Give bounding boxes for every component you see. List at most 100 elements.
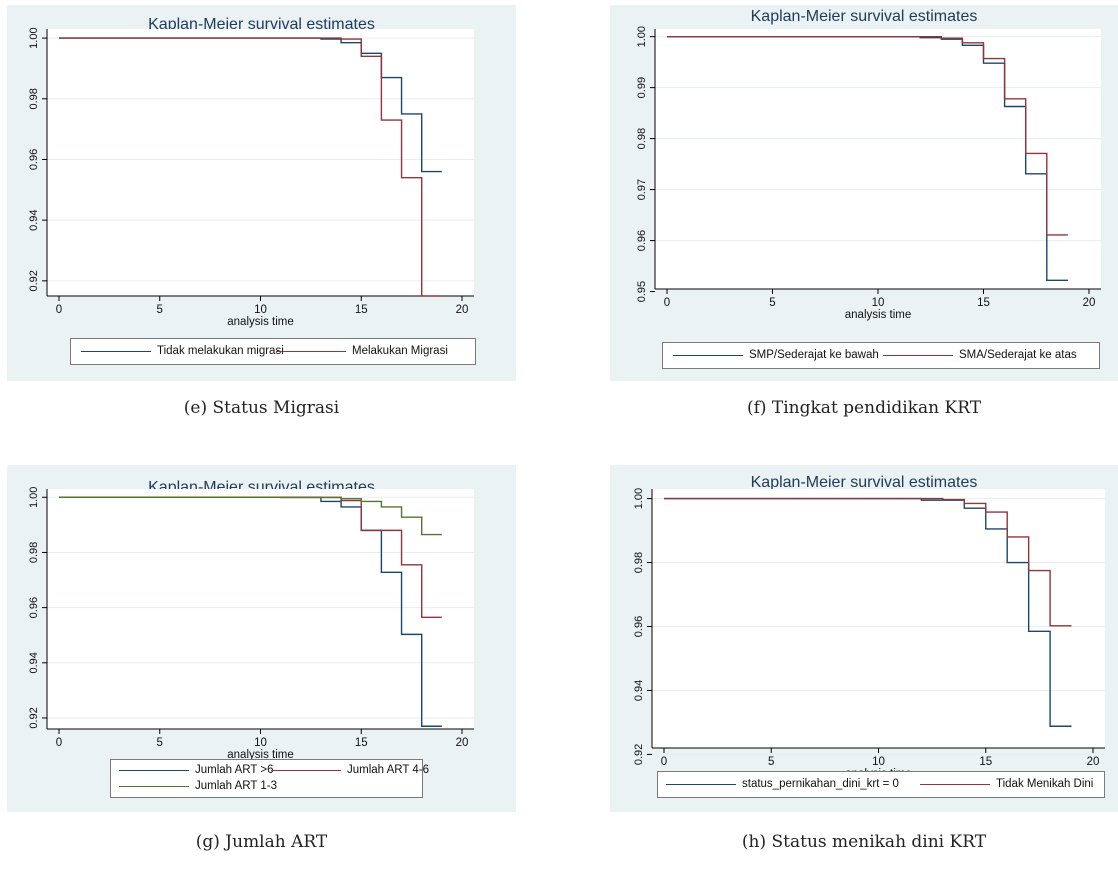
legend-swatch [673, 354, 743, 356]
y-tick-label: 0.98 [28, 88, 40, 109]
survival-curve-1 [667, 35, 1068, 236]
legend-label: status_pernikahan_dini_krt = 0 [742, 778, 899, 790]
legend-item-h-1: Tidak Menikah Dini [920, 778, 1093, 790]
x-tick-label: 0 [664, 297, 670, 309]
legend-swatch [883, 354, 953, 356]
y-tick-label: 0.98 [28, 542, 40, 563]
survival-curve-1 [59, 496, 442, 618]
x-tick-label: 15 [355, 737, 368, 749]
x-axis-label: analysis time [227, 316, 293, 328]
plot-area [47, 489, 474, 729]
y-tick-label: 0.92 [28, 707, 40, 728]
plot-area [652, 489, 1105, 748]
legend-swatch [920, 783, 990, 785]
y-tick-label: 0.95 [636, 281, 648, 302]
plot-area [655, 29, 1101, 289]
x-tick-label: 15 [977, 297, 990, 309]
chart-title: Kaplan-Meier survival estimates [148, 16, 375, 33]
x-tick-label: 0 [56, 737, 62, 749]
survival-curve-1 [664, 497, 1072, 627]
x-tick-label: 5 [157, 737, 163, 749]
legend-e: Tidak melakukan migrasi Melakukan Migras… [70, 338, 476, 365]
legend-item-h-0: status_pernikahan_dini_krt = 0 [666, 778, 899, 790]
legend-h: status_pernikahan_dini_krt = 0 Tidak Men… [657, 771, 1105, 798]
legend-swatch [276, 350, 346, 352]
plot-area [47, 29, 474, 296]
y-tick-label: 0.96 [636, 230, 648, 251]
x-axis-label: analysis time [227, 749, 293, 761]
x-tick-label: 5 [769, 297, 775, 309]
x-tick-label: 10 [872, 756, 885, 768]
y-tick-label: 0.92 [633, 744, 645, 765]
x-tick-label: 10 [254, 737, 267, 749]
y-tick-label: 0.94 [28, 652, 40, 673]
km-chart-f: Kaplan-Meier survival estimates 0.95 0.96 0… [636, 8, 1101, 321]
legend-swatch [81, 350, 151, 352]
legend-item-e-0: Tidak melakukan migrasi [81, 345, 284, 357]
y-tick-label: 0.96 [633, 616, 645, 637]
legend-label: SMP/Sederajat ke bawah [749, 349, 879, 361]
legend-item-g-0: Jumlah ART >6 [119, 764, 274, 776]
x-tick-label: 10 [872, 297, 885, 309]
x-tick-label: 10 [254, 304, 267, 316]
x-axis-label: analysis time [845, 309, 911, 321]
legend-item-f-0: SMP/Sederajat ke bawah [673, 349, 879, 361]
y-tick-label: 0.98 [636, 128, 648, 149]
x-tick-label: 20 [1083, 297, 1096, 309]
caption-h: (h) Status menikah dini KRT [741, 832, 987, 852]
legend-label: SMA/Sederajat ke atas [959, 349, 1077, 361]
y-tick-label: 1.00 [636, 26, 648, 47]
x-tick-label: 15 [355, 304, 368, 316]
y-tick-label: 0.92 [28, 270, 40, 291]
x-tick-label: 0 [56, 304, 62, 316]
legend-label: Jumlah ART 4-6 [347, 764, 430, 776]
caption-g: (g) Jumlah ART [195, 832, 328, 852]
survival-curve-0 [59, 37, 442, 173]
chart-panel-h: Kaplan-Meier survival estimates 0.92 0.94 0… [610, 465, 1118, 812]
x-tick-label: 5 [768, 756, 774, 768]
y-tick-label: 0.94 [633, 680, 645, 701]
chart-title: Kaplan-Meier survival estimates [751, 8, 978, 25]
km-chart-h: Kaplan-Meier survival estimates 0.92 0.94 0… [633, 474, 1105, 780]
x-tick-label: 20 [1087, 756, 1100, 768]
y-tick-label: 1.00 [633, 488, 645, 509]
legend-label: Tidak Menikah Dini [996, 778, 1094, 790]
legend-g: Jumlah ART >6 Jumlah ART 4-6 Jumlah ART … [110, 759, 429, 798]
chart-panel-e: Kaplan-Meier survival estimates 0.92 0.94 0… [7, 5, 516, 381]
legend-label: Tidak melakukan migrasi [157, 345, 284, 357]
km-chart-g: Kaplan-Meier survival estimates0.920.940… [28, 479, 474, 761]
x-tick-label: 0 [661, 756, 667, 768]
km-chart-e: Kaplan-Meier survival estimates 0.92 0.94 0… [28, 16, 474, 328]
legend-swatch [119, 769, 189, 771]
legend-swatch [119, 785, 189, 787]
survival-curve-1 [59, 37, 442, 297]
legend-label: Jumlah ART >6 [195, 764, 274, 776]
y-tick-label: 0.96 [28, 597, 40, 618]
legend-label: Jumlah ART 1-3 [195, 780, 278, 792]
y-tick-label: 0.94 [28, 209, 40, 230]
x-tick-label: 15 [979, 756, 992, 768]
survival-curve-2 [59, 496, 442, 536]
y-tick-label: 0.96 [28, 149, 40, 170]
legend-swatch [666, 783, 736, 785]
legend-swatch [271, 769, 341, 771]
chart-panel-g: Kaplan-Meier survival estimates 0.92 0.94 0… [7, 465, 516, 812]
legend-item-f-1: SMA/Sederajat ke atas [883, 349, 1077, 361]
y-tick-label: 0.97 [636, 179, 648, 200]
chart-title: Kaplan-Meier survival estimates [751, 474, 978, 491]
y-tick-label: 0.99 [636, 77, 648, 98]
caption-e: (e) Status Migrasi [183, 398, 340, 418]
legend-item-g-1: Jumlah ART 4-6 [271, 764, 429, 776]
x-tick-label: 5 [157, 304, 163, 316]
legend-f: SMP/Sederajat ke bawah SMA/Sederajat ke … [662, 342, 1100, 369]
y-tick-label: 1.00 [28, 487, 40, 508]
chart-panel-f: Kaplan-Meier survival estimates 0.95 0.96 0… [610, 5, 1118, 381]
caption-f: (f) Tingkat pendidikan KRT [746, 398, 982, 418]
legend-item-g-2: Jumlah ART 1-3 [119, 780, 277, 792]
y-tick-label: 0.98 [633, 552, 645, 573]
survival-curve-0 [664, 497, 1072, 727]
x-tick-label: 20 [456, 304, 469, 316]
legend-item-e-1: Melakukan Migrasi [276, 345, 448, 357]
legend-label: Melakukan Migrasi [352, 345, 448, 357]
y-tick-label: 1.00 [28, 27, 40, 48]
